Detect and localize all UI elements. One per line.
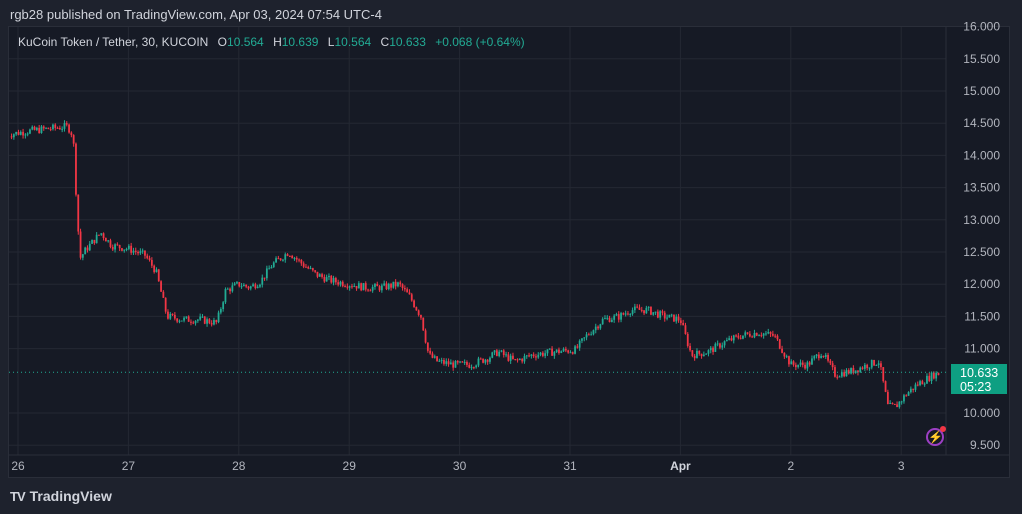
time-axis-label: 28 <box>232 459 246 473</box>
price-axis-label: 10.000 <box>963 406 1000 420</box>
price-axis-label: 11.500 <box>964 309 1000 323</box>
price-axis-label: 13.000 <box>963 213 1000 227</box>
tv-logo-icon: TV <box>10 488 26 504</box>
low-label: L <box>327 35 335 49</box>
price-axis-label: 14.000 <box>963 148 1000 162</box>
time-axis-label: 2 <box>787 459 794 473</box>
time-axis-label: 26 <box>11 459 25 473</box>
price-axis-label: 13.500 <box>963 181 1000 195</box>
last-price: 10.633 <box>960 366 999 380</box>
notification-dot <box>940 426 946 432</box>
high-label: H <box>273 35 282 49</box>
symbol-name: KuCoin Token / Tether, 30, KUCOIN <box>18 35 209 49</box>
open-label: O <box>217 35 228 49</box>
time-axis-label: 30 <box>453 459 467 473</box>
low-value: 10.564 <box>334 35 372 49</box>
time-axis-label: 3 <box>898 459 905 473</box>
price-axis-label: 15.500 <box>963 52 1000 66</box>
publish-info: rgb28 published on TradingView.com, Apr … <box>10 7 382 22</box>
bar-countdown: 05:23 <box>960 380 992 394</box>
price-axis-label: 14.500 <box>963 116 1000 130</box>
price-axis-label: 16.000 <box>963 20 1000 34</box>
price-axis-label: 12.000 <box>963 277 1000 291</box>
change-value: +0.068 (+0.64%) <box>435 35 525 49</box>
time-axis-label: 31 <box>563 459 577 473</box>
price-axis-label: 12.500 <box>963 245 1000 259</box>
close-label: C <box>380 35 390 49</box>
open-value: 10.564 <box>227 35 264 49</box>
brand-name: TradingView <box>29 488 112 504</box>
lightning-icon[interactable]: ⚡ <box>926 426 946 446</box>
high-value: 10.639 <box>281 35 319 49</box>
last-price-badge: 10.633 05:23 <box>951 364 1007 394</box>
price-axis-label: 9.500 <box>970 438 1000 452</box>
close-value: 10.633 <box>389 35 426 49</box>
symbol-legend: KuCoin Token / Tether, 30, KUCOIN O10.56… <box>18 35 525 49</box>
price-axis-label: 11.000 <box>964 342 1000 356</box>
time-axis-label: Apr <box>670 459 691 473</box>
tradingview-logo[interactable]: TV TradingView <box>10 488 112 504</box>
time-axis-label: 29 <box>343 459 357 473</box>
price-axis-label: 15.000 <box>963 84 1000 98</box>
time-axis-label: 27 <box>122 459 136 473</box>
